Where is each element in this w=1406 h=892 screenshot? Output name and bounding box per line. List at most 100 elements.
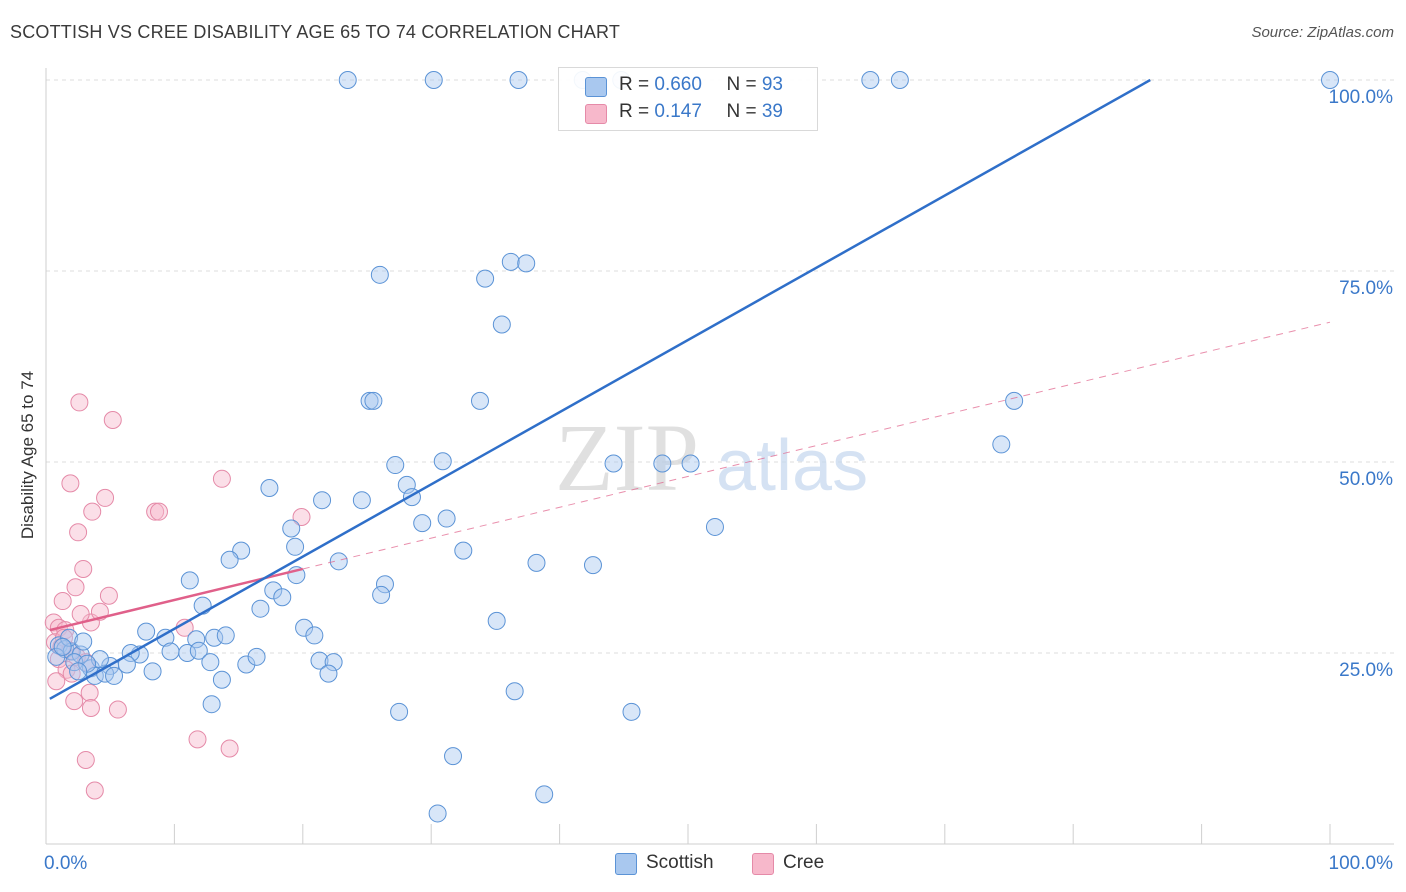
scottish-point-77	[212, 670, 231, 689]
scottish-point-81	[390, 702, 409, 721]
watermark-zip: ZIP	[555, 404, 699, 511]
scottish-point-10	[501, 252, 520, 271]
cree-trend-extended	[302, 321, 1331, 570]
scottish-point-64	[201, 653, 220, 672]
legend-n-label: N =	[726, 74, 762, 95]
scottish-point-68	[324, 653, 343, 672]
scottish-point-23	[260, 478, 279, 497]
scottish-point-82	[622, 702, 641, 721]
scottish-point-84	[535, 785, 554, 804]
scottish-point-52	[216, 626, 235, 645]
scottish-point-14	[364, 391, 383, 410]
scottish-point-18	[386, 456, 405, 475]
scottish-point-12	[492, 315, 511, 334]
scottish-point-73	[65, 653, 84, 672]
cree-point-3	[96, 488, 115, 507]
scottish-point-35	[454, 541, 473, 560]
scottish-point-19	[433, 452, 452, 471]
scottish-point-0	[338, 71, 357, 89]
cree-point-13	[53, 592, 72, 611]
legend-r-value-scottish: 0.660	[654, 74, 702, 95]
scottish-point-17	[992, 435, 1011, 454]
scottish-point-5	[861, 71, 880, 89]
scottish-point-34	[220, 550, 239, 569]
scottish-point-79	[505, 682, 524, 701]
cree-point-0	[70, 393, 89, 412]
scottish-point-80	[202, 695, 221, 714]
scottish-point-66	[247, 647, 266, 666]
y-tick-label-0: 100.0%	[1329, 87, 1394, 108]
scottish-point-2	[509, 71, 528, 89]
scottish-point-45	[251, 599, 270, 618]
scottish-point-6	[890, 71, 909, 89]
legend-swatch-cree	[585, 104, 607, 124]
scottish-point-92	[69, 662, 88, 681]
cree-point-5	[146, 502, 165, 521]
scottish-point-16	[1005, 391, 1024, 410]
cree-point-12	[99, 586, 118, 605]
scottish-point-22	[681, 454, 700, 473]
scottish-point-86	[60, 628, 79, 647]
axis-ticks	[45, 824, 1331, 844]
cree-point-8	[292, 508, 311, 527]
legend-n-value-scottish: 93	[761, 74, 783, 95]
scottish-point-56	[161, 642, 180, 661]
watermark: ZIP atlas	[555, 404, 868, 511]
cree-point-1	[103, 410, 122, 429]
scottish-point-29	[437, 509, 456, 528]
scottish-point-89	[47, 647, 66, 666]
scottish-point-30	[705, 517, 724, 536]
scottish-points	[47, 71, 1339, 823]
cree-point-35	[220, 739, 239, 758]
chart-source: Source: ZipAtlas.com	[1251, 24, 1394, 41]
cree-point-32	[81, 699, 100, 718]
bottom-legend-swatch-scottish	[615, 853, 637, 875]
scottish-point-67	[310, 651, 329, 670]
legend-r-value-cree: 0.147	[654, 101, 702, 122]
bottom-legend-label-scottish: Scottish	[646, 852, 714, 873]
scottish-point-76	[105, 666, 124, 685]
scottish-point-41	[264, 581, 283, 600]
cree-point-6	[149, 502, 168, 521]
cree-point-31	[65, 692, 84, 711]
scottish-point-38	[583, 556, 602, 575]
y-tick-label-1: 75.0%	[1339, 278, 1393, 299]
scottish-trend-line	[49, 78, 1151, 700]
scottish-point-57	[178, 644, 197, 662]
x-tick-label-1: 100.0%	[1329, 853, 1394, 874]
scottish-point-65	[237, 655, 256, 674]
cree-point-4	[83, 502, 102, 521]
scottish-point-20	[604, 454, 623, 473]
legend-r-label: R =	[619, 74, 655, 95]
scottish-point-83	[444, 747, 463, 766]
legend-n-label: N =	[726, 101, 762, 122]
chart-title: SCOTTISH VS CREE DISABILITY AGE 65 TO 74…	[10, 22, 621, 42]
cree-point-29	[47, 672, 66, 691]
scottish-point-28	[413, 514, 432, 533]
scottish-point-15	[470, 391, 489, 410]
scottish-point-51	[205, 628, 224, 647]
x-tick-labels: 0.0% 100.0%	[44, 853, 1393, 874]
scottish-point-78	[319, 664, 338, 683]
scottish-point-85	[428, 804, 447, 823]
y-axis-label: Disability Age 65 to 74	[18, 371, 37, 539]
cree-point-11	[66, 578, 85, 597]
cree-point-7	[212, 469, 231, 488]
scottish-point-46	[273, 588, 292, 607]
cree-point-34	[188, 730, 207, 749]
scottish-point-1	[424, 71, 443, 89]
y-tick-label-3: 25.0%	[1339, 660, 1393, 681]
scottish-point-37	[527, 553, 546, 572]
cree-point-9	[69, 523, 88, 542]
scottish-point-7	[1321, 71, 1339, 89]
scottish-point-8	[370, 265, 389, 284]
scottish-point-36	[329, 552, 348, 571]
scottish-point-58	[189, 641, 208, 660]
scottish-point-43	[372, 585, 391, 604]
scottish-point-63	[143, 662, 162, 681]
stats-legend: R = 0.660 N = 93 R = 0.147 N = 39	[558, 67, 818, 131]
trend-lines	[49, 78, 1331, 700]
scottish-point-9	[476, 269, 495, 288]
scottish-point-13	[360, 391, 379, 410]
